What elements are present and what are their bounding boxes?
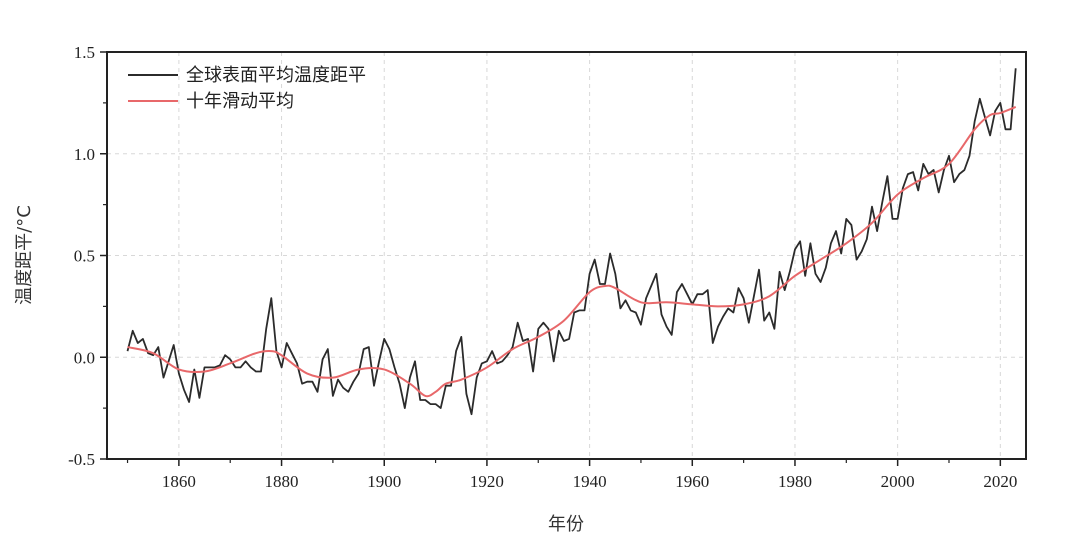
grid xyxy=(107,52,1026,459)
x-axis-label: 年份 xyxy=(548,514,584,535)
legend-label-anomaly: 全球表面平均温度距平 xyxy=(186,65,366,86)
y-tick-label: -0.5 xyxy=(68,450,95,469)
series-line-anomaly xyxy=(126,68,1017,416)
x-tick-label: 1920 xyxy=(470,472,504,491)
y-tick-label: 1.0 xyxy=(74,145,95,164)
legend: 全球表面平均温度距平 十年滑动平均 xyxy=(128,65,366,112)
x-tick-label: 1960 xyxy=(675,472,709,491)
axes: 1860 1880 1900 1920 1940 1960 1980 2000 2020 -0.5… xyxy=(68,43,1017,491)
y-tick-label: 1.5 xyxy=(74,43,95,62)
x-tick-label: 2000 xyxy=(881,472,915,491)
legend-label-moving-average: 十年滑动平均 xyxy=(186,91,294,112)
x-tick-label: 1940 xyxy=(573,472,607,491)
y-tick-label: 0.0 xyxy=(74,348,95,367)
y-tick-label: 0.5 xyxy=(74,247,95,266)
x-tick-label: 1880 xyxy=(265,472,299,491)
series-lines xyxy=(126,68,1017,416)
series-line-moving-average xyxy=(127,106,1017,398)
x-tick-label: 1980 xyxy=(778,472,812,491)
x-tick-label: 2020 xyxy=(983,472,1017,491)
x-tick-label: 1860 xyxy=(162,472,196,491)
x-tick-label: 1900 xyxy=(367,472,401,491)
y-axis-label: 温度距平/°C xyxy=(14,205,35,305)
